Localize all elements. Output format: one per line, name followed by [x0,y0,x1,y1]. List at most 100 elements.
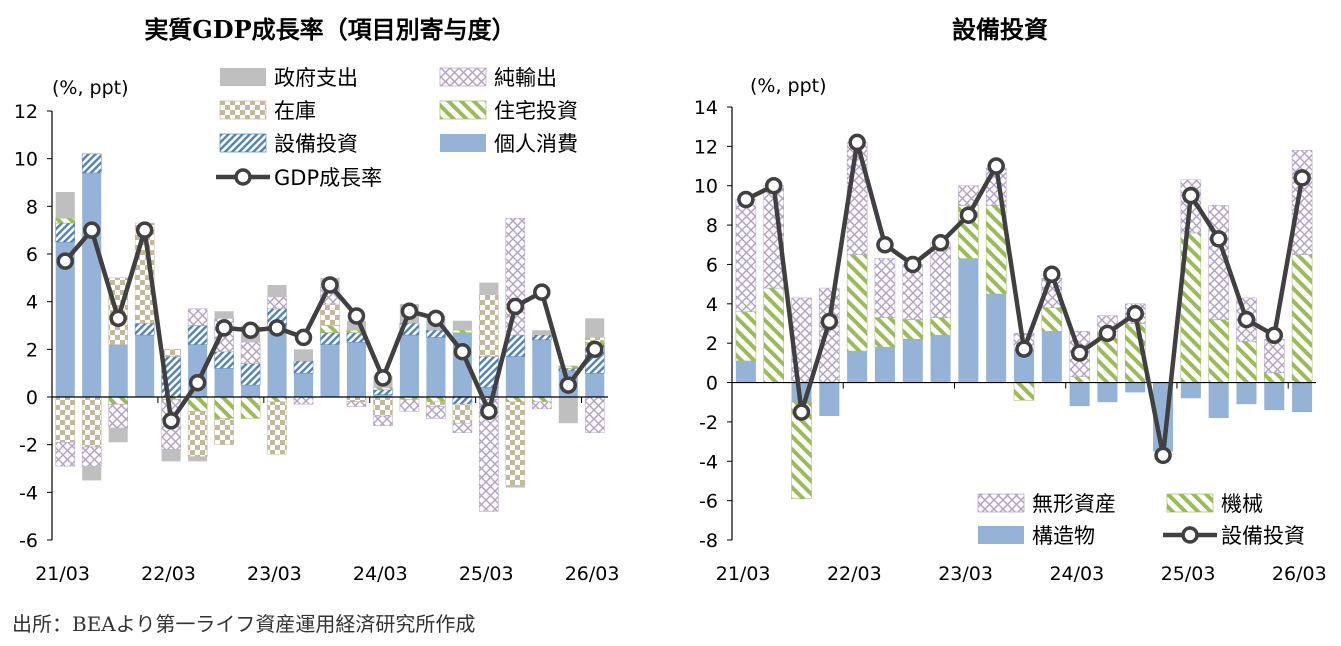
legend-item: 構造物 [978,524,1095,548]
bar-series-1 [532,334,552,341]
legend-label: 無形資産 [1032,492,1116,516]
x-tick-label: 25/03 [1161,563,1216,585]
bar-series-3 [452,403,473,424]
y-tick-label: 12 [694,136,718,158]
y-tick-label: 0 [26,387,38,409]
line-point [109,309,127,328]
y-tick-label: 14 [694,97,718,119]
bar-series-0 [1264,382,1285,411]
bar-series-1 [1208,319,1229,383]
line-point [959,206,978,224]
line-point [1070,344,1089,362]
bar-series-0 [505,356,525,397]
legend-swatch [219,133,267,153]
legend-label: 機械 [1221,492,1263,516]
bar-series-5 [479,282,499,295]
bar-series-1 [874,317,896,348]
legend-item: 設備投資 [219,132,358,156]
bar-series-4 [108,403,128,429]
line-point [241,321,260,340]
y-tick-label: 0 [706,373,718,395]
bar-series-1 [1236,340,1257,383]
y-tick-label: -4 [19,482,38,504]
bar-series-0 [819,382,840,417]
line-point [188,373,207,392]
bar-series-0 [847,351,868,383]
bar-series-1 [293,361,314,374]
bar-series-0 [82,172,102,397]
bar-series-2 [452,330,473,333]
legend-swatch [439,67,487,87]
y-tick-label: 6 [26,244,38,266]
bar-series-1 [81,153,102,174]
line-point [56,252,74,270]
bar-series-0 [241,385,261,397]
bar-series-1 [735,311,757,362]
bar-series-4 [426,406,446,419]
x-tick-label: 21/03 [716,563,771,585]
line-point [586,340,604,359]
bar-series-1 [55,222,76,243]
line-point [453,342,472,361]
bar-series-1 [930,317,951,336]
line-point [1209,230,1228,248]
bar-series-2 [558,365,579,369]
bar-series-5 [188,456,208,462]
bar-series-0 [214,368,234,397]
y-tick-label: 4 [26,292,38,314]
y-tick-label: 10 [694,176,718,198]
bar-series-0 [1180,382,1201,399]
bar-series-5 [505,485,525,488]
y-tick-label: -4 [699,451,718,473]
bar-series-2 [240,396,261,419]
source-note: 出所：BEAより第一ライフ資産運用経済研究所作成 [12,612,476,636]
bar-series-0 [293,373,314,397]
bar-series-0 [479,387,499,397]
legend-item: 機械 [1166,492,1263,516]
line-point [347,307,366,325]
line-point [1154,446,1172,465]
legend-label: 純輸出 [494,66,557,90]
bar-series-5 [267,284,287,297]
right-chart-title: 設備投資 [952,15,1048,44]
bar-series-2 [214,396,234,419]
bar-series-4 [187,308,208,326]
x-tick-label: 24/03 [353,563,408,585]
line-point [294,328,313,347]
line-point [848,133,866,152]
line-point [374,369,392,387]
legend-swatch [1166,493,1214,513]
bar-series-3 [161,349,181,357]
line-point [268,319,286,337]
left-chart-title: 実質GDP成長率（項目別寄与度） [144,15,516,44]
bar-series-4 [532,401,552,410]
bar-series-2 [320,325,340,333]
legend-label: 設備投資 [274,132,358,156]
bar-series-2 [819,287,840,383]
bar-series-4 [584,396,605,433]
bar-series-2 [55,218,76,224]
legend-label: 政府支出 [274,66,358,90]
bar-series-0 [532,339,552,397]
bar-series-0 [1292,382,1313,413]
legend-item: 設備投資 [1163,524,1305,548]
bar-series-0 [986,293,1007,383]
line-point [1293,169,1311,187]
bar-series-0 [958,258,979,383]
bar-series-2 [874,258,896,318]
bar-series-5 [558,397,578,424]
bar-series-1 [902,319,924,340]
bar-series-3 [426,401,446,407]
bar-series-0 [930,335,951,383]
line-point [1043,265,1061,284]
line-point [876,236,894,254]
bar-series-2 [1291,150,1313,255]
bar-series-2 [426,396,446,403]
bar-series-0 [399,335,419,397]
bar-series-5 [108,427,128,443]
line-point [1098,324,1117,343]
bar-series-1 [373,389,393,395]
x-tick-label: 26/03 [565,563,620,585]
legend-swatch [440,134,486,152]
bar-series-1 [214,351,234,369]
